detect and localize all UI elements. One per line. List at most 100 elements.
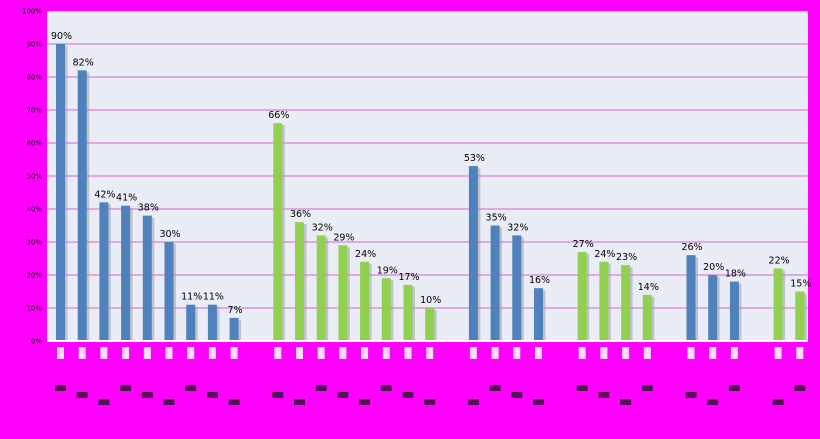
data-labels: 90%82%42% 41%38%30%11% 11%7%66%36%32%29%24…: [51, 31, 811, 316]
category-label-glyph: [598, 392, 610, 398]
data-label: 11%: [181, 292, 202, 303]
category-label-glyph: [728, 385, 740, 391]
bar: [381, 278, 391, 341]
category-label-mark: [208, 347, 216, 359]
bar: [186, 304, 196, 341]
data-label: 19%: [377, 265, 398, 276]
bar: [577, 251, 587, 341]
category-label-mark: [687, 347, 695, 359]
y-tick-label: 70%: [26, 107, 42, 115]
category-label-glyph: [228, 399, 240, 405]
bar: [534, 288, 543, 341]
data-label: 38%: [138, 203, 159, 214]
category-label-glyph: [163, 399, 175, 405]
category-label-glyph: [359, 399, 371, 405]
data-label: 35%: [486, 213, 507, 224]
data-label: 14%: [638, 282, 659, 293]
category-label-mark: [709, 347, 717, 359]
category-label-glyph: [402, 392, 414, 398]
bar: [773, 268, 783, 341]
category-label-glyph: [294, 399, 305, 405]
bar: [121, 205, 131, 341]
category-label-glyph: [76, 392, 88, 398]
data-label: 15%: [790, 279, 811, 290]
bars: [56, 44, 807, 342]
category-label-glyph: [489, 385, 501, 391]
data-label: 22%: [769, 255, 790, 266]
data-label: 24%: [594, 249, 615, 260]
category-label-glyph: [315, 385, 327, 391]
bar: [207, 304, 217, 341]
category-label-mark: [469, 347, 477, 359]
data-label: 41%: [116, 193, 137, 204]
category-label-mark: [513, 347, 521, 359]
bar: [56, 44, 65, 341]
bar: [599, 261, 609, 341]
category-label-mark: [274, 347, 282, 359]
category-label-glyph: [772, 399, 784, 405]
category-label-mark: [317, 347, 325, 359]
y-tick-label: 0%: [31, 338, 42, 346]
category-label-glyph: [794, 385, 806, 391]
data-label: 17%: [398, 272, 419, 283]
category-label-mark: [187, 347, 195, 359]
category-label-mark: [535, 347, 542, 359]
y-tick-label: 50%: [26, 173, 42, 181]
y-tick-label: 60%: [26, 140, 42, 148]
category-label-glyph: [337, 392, 349, 398]
category-label-glyph: [380, 385, 392, 391]
category-label-glyph: [185, 385, 197, 391]
category-label-mark: [100, 347, 108, 359]
bar: [338, 245, 348, 341]
bar: [164, 242, 174, 341]
data-label: 29%: [333, 232, 354, 243]
category-label-glyph: [467, 399, 479, 405]
y-tick-label: 40%: [26, 206, 42, 214]
bar: [229, 317, 239, 341]
bar: [77, 70, 87, 342]
category-label-mark: [643, 347, 651, 359]
category-label-glyph: [424, 399, 436, 405]
bar: [360, 261, 370, 341]
y-tick-label: 80%: [26, 74, 42, 82]
data-label: 7%: [228, 305, 243, 316]
bar: [512, 235, 522, 341]
data-label: 18%: [725, 269, 746, 280]
data-label: 20%: [703, 262, 724, 273]
y-axis: 0% 10% 20% 30% 40% 50% 60% 70% 80% 90% 100%: [22, 8, 42, 346]
bar: [316, 235, 326, 341]
category-label-glyph: [620, 399, 632, 405]
category-label-mark: [165, 347, 173, 359]
category-label-mark: [78, 347, 86, 359]
bar: [142, 215, 152, 341]
bar: [295, 222, 304, 341]
bar: [708, 275, 718, 341]
data-label: 66%: [268, 110, 289, 121]
data-label: 30%: [159, 229, 180, 240]
data-label: 32%: [312, 222, 333, 233]
data-label: 26%: [681, 242, 702, 253]
category-label-mark: [491, 347, 499, 359]
data-label: 10%: [420, 295, 441, 306]
category-label-glyph: [120, 385, 132, 391]
bar: [425, 308, 435, 341]
category-label-mark: [339, 347, 347, 359]
category-label-glyph: [576, 385, 588, 391]
data-label: 42%: [94, 189, 115, 200]
category-label-glyph: [55, 385, 66, 391]
category-label-mark: [730, 347, 738, 359]
category-label-mark: [622, 347, 630, 359]
category-label-glyph: [707, 399, 719, 405]
bar: [621, 265, 631, 341]
category-label-mark: [361, 347, 369, 359]
category-label-glyph: [141, 392, 153, 398]
bar: [403, 284, 413, 341]
data-label: 82%: [73, 57, 94, 68]
category-label-mark: [382, 347, 390, 359]
category-label-glyph: [511, 392, 523, 398]
y-tick-label: 20%: [26, 272, 42, 280]
category-label-mark: [404, 347, 412, 359]
y-tick-label: 10%: [26, 305, 42, 313]
category-label-mark: [122, 347, 130, 359]
